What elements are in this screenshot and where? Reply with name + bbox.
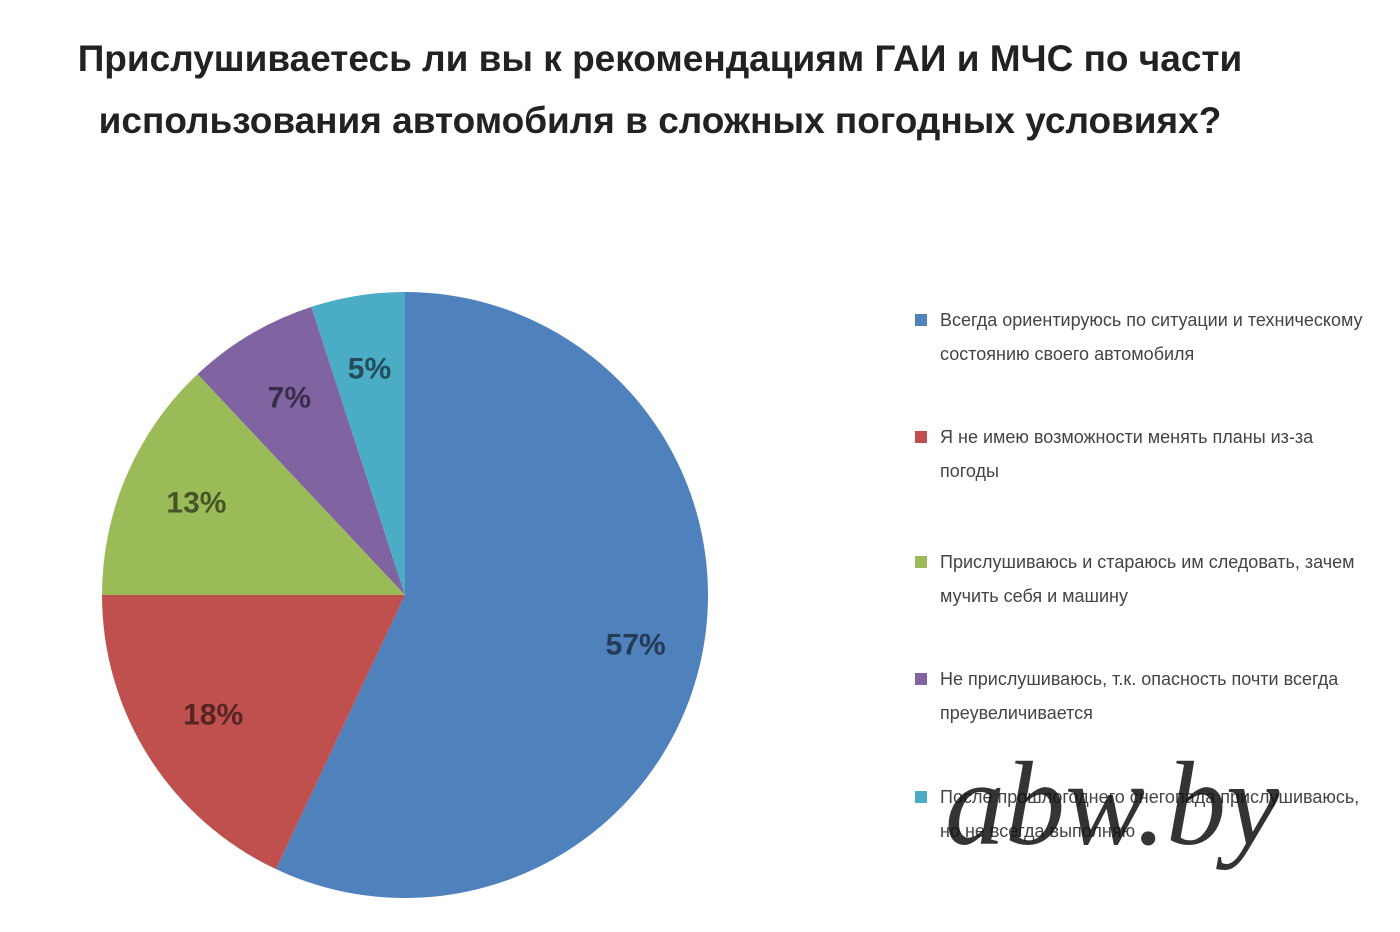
data-label: 57%: [606, 628, 666, 661]
chart: 57% 18% 13% 7% 5%: [102, 292, 708, 899]
legend-entry: Я не имею возможности менять планы из-за…: [915, 420, 1365, 488]
legend-swatch: [915, 673, 927, 685]
legend-swatch: [915, 556, 927, 568]
legend-swatch: [915, 314, 927, 326]
pie-slice: [102, 595, 405, 870]
data-label: 18%: [183, 699, 243, 732]
legend-label: Не прислушиваюсь, т.к. опасность почти в…: [940, 669, 1339, 723]
legend-label: Всегда ориентируюсь по ситуации и технич…: [940, 310, 1363, 364]
legend-entry: Прислушиваюсь и стараюсь им следовать, з…: [915, 545, 1365, 613]
legend-label: Прислушиваюсь и стараюсь им следовать, з…: [940, 552, 1355, 606]
data-label: 13%: [166, 487, 226, 520]
legend-entry: После прошлогоднего снегопада прислушива…: [915, 780, 1365, 848]
legend-swatch: [915, 431, 927, 443]
legend-entry: Всегда ориентируюсь по ситуации и технич…: [915, 303, 1365, 371]
pie-slice: [275, 292, 708, 899]
pie-slice: [311, 292, 405, 595]
chart-title: Прислушиваетесь ли вы к рекомендациям ГА…: [77, 38, 1243, 141]
watermark: abw.by: [945, 737, 1280, 870]
legend-swatch: [915, 791, 927, 803]
legend-label: Я не имею возможности менять планы из-за…: [940, 427, 1314, 481]
legend-entry: Не прислушиваюсь, т.к. опасность почти в…: [915, 662, 1365, 730]
pie-slice: [197, 306, 405, 595]
data-label: 5%: [348, 352, 391, 385]
legend-label: После прошлогоднего снегопада прислушива…: [940, 787, 1360, 841]
data-label: 7%: [268, 381, 311, 414]
pie-slice: [102, 374, 405, 595]
